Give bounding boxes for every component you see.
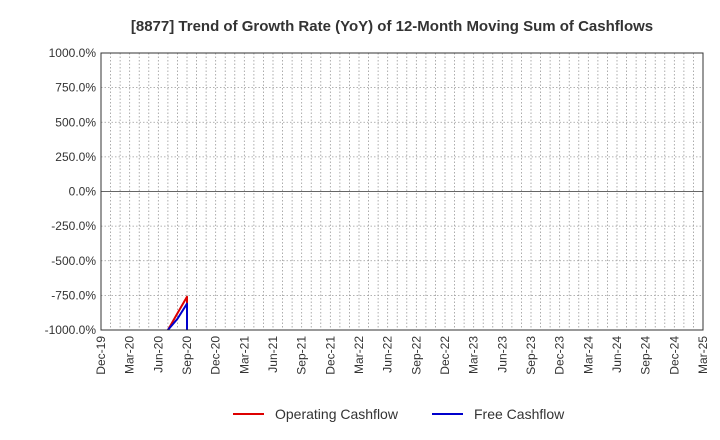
x-tick-label: Jun-23 [495, 336, 509, 373]
y-tick-label: 250.0% [55, 150, 96, 164]
x-tick-label: Dec-22 [438, 336, 452, 375]
x-tick-label: Sep-23 [524, 336, 538, 375]
x-tick-label: Mar-24 [581, 336, 595, 374]
plot-frame [100, 52, 704, 331]
x-tick-label: Sep-20 [180, 336, 194, 375]
y-axis: 1000.0% 750.0% 500.0% 250.0% 0.0% -250.0% -500… [45, 46, 97, 337]
x-tick-label: Mar-25 [696, 336, 710, 374]
legend-label-free-cashflow: Free Cashflow [474, 406, 565, 422]
x-tick-label: Jun-22 [381, 336, 395, 373]
x-tick-label: Sep-22 [409, 336, 423, 375]
x-tick-label: Mar-20 [123, 336, 137, 374]
chart-title: [8877] Trend of Growth Rate (YoY) of 12-… [131, 18, 653, 35]
y-tick-label: -250.0% [51, 219, 96, 233]
x-tick-label: Dec-19 [94, 336, 108, 375]
x-axis: Dec-19 Mar-20 Jun-20 Sep-20 Dec-20 Mar-21 Jun-… [94, 336, 710, 375]
x-tick-label: Dec-23 [553, 336, 567, 375]
y-tick-label: -500.0% [51, 254, 96, 268]
x-tick-label: Mar-22 [352, 336, 366, 374]
x-tick-label: Dec-21 [323, 336, 337, 375]
y-tick-label: 750.0% [55, 81, 96, 95]
x-tick-label: Sep-24 [639, 336, 653, 375]
x-tick-label: Sep-21 [295, 336, 309, 375]
x-tick-label: Jun-24 [610, 336, 624, 373]
x-tick-label: Mar-23 [467, 336, 481, 374]
y-tick-label: -750.0% [51, 288, 96, 302]
y-tick-label: 1000.0% [49, 46, 97, 60]
series-lines [167, 295, 188, 331]
x-tick-label: Dec-20 [209, 336, 223, 375]
series-line-free-cashflow [167, 302, 188, 331]
y-tick-label: -1000.0% [45, 323, 97, 337]
legend-label-operating-cashflow: Operating Cashflow [275, 406, 399, 422]
legend: Operating Cashflow Free Cashflow [233, 406, 565, 422]
y-tick-label: 500.0% [55, 115, 96, 129]
grid [101, 53, 703, 330]
x-tick-label: Mar-21 [237, 336, 251, 374]
x-tick-label: Jun-20 [151, 336, 165, 373]
x-tick-label: Jun-21 [266, 336, 280, 373]
y-tick-label: 0.0% [69, 185, 97, 199]
x-tick-label: Dec-24 [667, 336, 681, 375]
